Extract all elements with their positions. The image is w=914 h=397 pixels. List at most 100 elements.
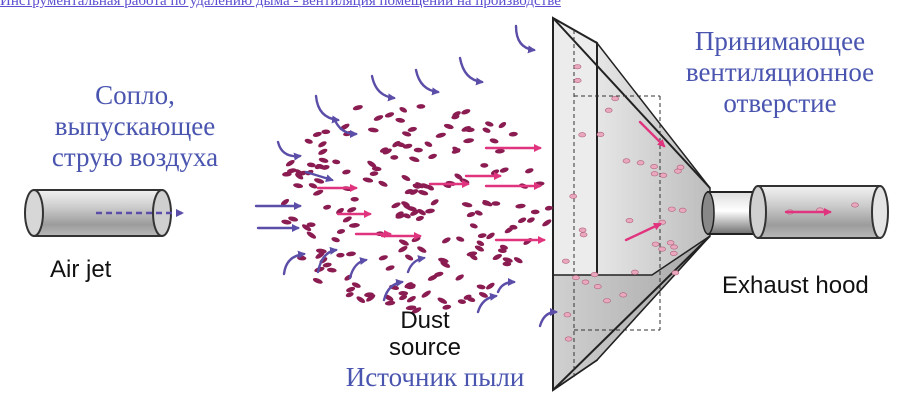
dust-particle	[336, 207, 344, 215]
dust-particle	[435, 132, 446, 138]
flow-arrow	[414, 68, 440, 96]
dust-particle	[451, 114, 460, 120]
dust-particle	[312, 278, 323, 284]
captured-particle	[596, 131, 605, 137]
dust-particle	[362, 177, 374, 183]
dust-particle	[384, 112, 395, 118]
dust-particle	[424, 141, 433, 147]
dust-particle	[313, 189, 324, 196]
captured-particle	[581, 279, 590, 285]
captured-particle	[659, 172, 668, 178]
dust-particle	[288, 216, 299, 222]
captured-particle	[611, 96, 620, 102]
dust-particle	[410, 209, 420, 216]
dust-particle	[398, 245, 408, 253]
dust-particle	[398, 290, 409, 296]
dust-particle	[395, 141, 406, 148]
dust-particle	[508, 131, 518, 137]
dust-particle	[454, 173, 463, 180]
dust-particle	[485, 282, 495, 290]
top-link[interactable]: Инструментальная работа по удалению дыма…	[0, 0, 561, 9]
dust-particle	[318, 148, 328, 155]
dust-particle	[474, 210, 483, 216]
captured-particle	[622, 158, 631, 164]
captured-particle	[658, 246, 666, 252]
dust-particle	[542, 219, 552, 227]
flow-arrow	[406, 255, 426, 274]
dust-particle	[440, 261, 451, 268]
dust-particle	[331, 237, 340, 243]
dust-particle	[413, 147, 423, 153]
dust-particle	[366, 294, 376, 302]
dust-particle	[457, 299, 466, 304]
dust-particle	[544, 205, 553, 211]
dust-particle	[513, 257, 523, 264]
dust-particles	[280, 104, 553, 314]
captured-particle	[593, 284, 602, 290]
dust-particle	[515, 203, 526, 209]
dust-particle	[455, 274, 464, 281]
dust-particle	[417, 190, 429, 196]
dust-particle	[315, 248, 327, 254]
dust-particle	[346, 286, 356, 293]
capture-flow-arrows	[316, 120, 832, 244]
dust-particle	[293, 183, 304, 189]
flow-arrow	[314, 94, 340, 124]
dust-particle	[385, 265, 395, 271]
dust-particle	[442, 304, 452, 310]
dust-particle	[406, 206, 417, 212]
dust-particle	[373, 115, 384, 121]
dust-particle	[322, 262, 332, 268]
captured-particle	[572, 275, 580, 281]
flow-arrow	[624, 222, 662, 242]
dust-particle	[390, 155, 399, 160]
dust-particle	[485, 121, 494, 127]
flow-arrow	[496, 278, 516, 294]
dust-particle	[336, 252, 345, 258]
dust-particle	[295, 172, 304, 180]
dust-particle	[437, 297, 448, 304]
exhaust-hood	[552, 16, 711, 392]
dust-particle	[306, 231, 317, 239]
dust-particle	[425, 208, 435, 214]
dust-particle	[428, 153, 437, 160]
flow-arrow	[382, 278, 404, 302]
captured-particle	[667, 206, 676, 212]
dust-particle	[494, 148, 505, 154]
dust-particle	[315, 251, 325, 259]
dust-particle	[395, 117, 406, 123]
dust-particle	[402, 131, 412, 137]
dust-particle	[348, 223, 360, 228]
dust-particle	[347, 207, 357, 213]
flow-arrow	[332, 116, 358, 138]
dust-source-label: Dust source	[388, 307, 462, 361]
dust-particle	[346, 251, 356, 257]
dust-particle	[405, 305, 417, 311]
dust-particle	[498, 122, 507, 129]
dust-particle	[409, 189, 419, 195]
dust-particle	[332, 159, 341, 165]
dust-particle	[491, 201, 501, 206]
dust-particle	[480, 163, 489, 168]
captured-particle	[578, 132, 587, 138]
dust-particle	[342, 169, 351, 175]
dust-particle	[416, 104, 426, 109]
captured-particle	[676, 164, 685, 170]
dust-particle	[411, 307, 422, 314]
dust-particle	[527, 217, 535, 223]
flow-arrow	[538, 308, 558, 328]
dust-particle	[409, 156, 420, 163]
captured-particle	[573, 64, 582, 70]
dust-particle	[367, 127, 379, 133]
dust-particle	[523, 238, 533, 245]
dust-particle	[401, 174, 411, 182]
dust-particle	[314, 178, 325, 184]
dust-particle	[323, 204, 332, 210]
dust-particle	[405, 254, 414, 261]
dust-particle	[466, 212, 476, 218]
flow-arrow	[370, 74, 396, 102]
flow-arrow	[304, 170, 334, 183]
hood-label-ru: Принимающее вентиляционное отверстие	[685, 26, 875, 118]
dust-particle	[399, 106, 408, 113]
